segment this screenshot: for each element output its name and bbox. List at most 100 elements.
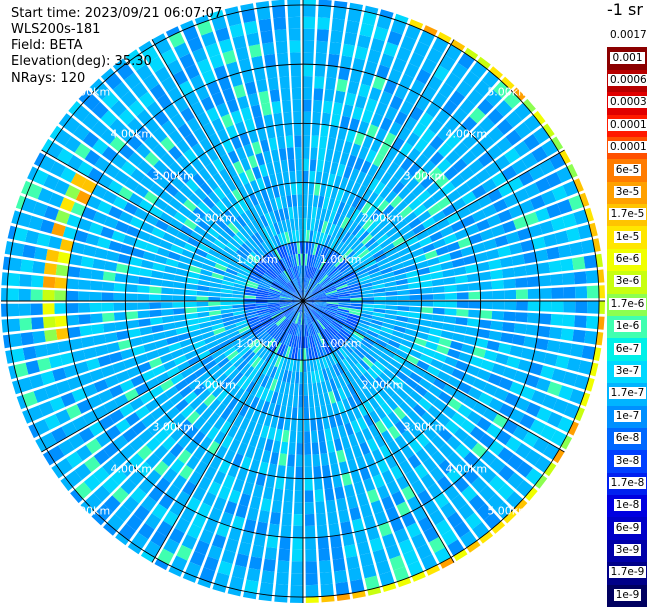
gate-cell <box>146 167 161 182</box>
gate-cell <box>492 413 509 429</box>
gate-cell <box>397 295 410 301</box>
gate-cell <box>240 157 251 172</box>
gate-cell <box>491 224 506 237</box>
gate-cell <box>344 218 354 232</box>
gate-cell <box>227 264 240 273</box>
gate-cell <box>348 282 361 289</box>
gate-cell <box>211 272 224 280</box>
gate-cell <box>343 32 358 46</box>
gate-cell <box>164 329 178 338</box>
gate-cell <box>197 242 211 253</box>
gate-cell <box>491 363 506 376</box>
gate-cell <box>272 5 286 19</box>
gate-cell <box>394 320 408 328</box>
gate-cell <box>376 15 392 30</box>
gate-cell <box>373 288 386 293</box>
gate-cell <box>193 416 207 430</box>
gate-cell <box>469 355 484 368</box>
gate-cell <box>269 173 278 187</box>
gate-cell <box>374 434 386 448</box>
gate-cell <box>292 537 303 550</box>
gate-cell <box>309 159 317 172</box>
gate-cell <box>398 224 412 236</box>
gate-cell <box>474 252 488 263</box>
gate-cell <box>241 431 253 445</box>
gate-cell <box>198 476 212 491</box>
gate-cell <box>284 285 295 294</box>
gate-cell <box>327 353 336 366</box>
gate-cell <box>58 113 72 127</box>
gate-cell <box>360 286 374 292</box>
gate-cell <box>243 143 254 158</box>
gate-cell <box>186 318 199 326</box>
gate-cell <box>40 370 56 386</box>
gate-cell <box>399 73 414 89</box>
gate-cell <box>92 184 108 199</box>
gate-cell <box>370 138 383 153</box>
gate-cell <box>478 271 492 281</box>
gate-cell <box>566 163 578 178</box>
gate-cell <box>427 334 441 344</box>
gate-cell <box>199 436 213 450</box>
gate-cell <box>341 436 351 450</box>
gate-cell <box>310 282 319 293</box>
gate-cell <box>323 476 333 490</box>
gate-cell <box>498 465 515 482</box>
gate-cell <box>516 461 533 478</box>
gate-cell <box>467 410 482 425</box>
gate-cell <box>229 260 242 269</box>
gate-cell <box>118 109 135 126</box>
gate-cell <box>465 175 481 190</box>
gate-cell <box>354 211 365 224</box>
gate-cell <box>546 246 560 260</box>
gate-cell <box>241 262 253 272</box>
gate-cell <box>159 190 174 204</box>
gate-cell <box>176 139 191 154</box>
gate-cell <box>550 314 564 326</box>
gate-cell <box>111 230 126 243</box>
gate-cell <box>531 390 547 405</box>
gate-cell <box>221 196 233 209</box>
gate-cell <box>306 230 310 243</box>
gate-cell <box>311 284 321 293</box>
gate-cell <box>80 501 94 515</box>
gate-cell <box>310 347 316 360</box>
gate-cell <box>344 322 356 331</box>
gate-cell <box>440 363 455 375</box>
gate-cell <box>304 454 312 467</box>
gate-cell <box>365 98 378 113</box>
gate-cell <box>279 331 287 344</box>
gate-cell <box>404 264 418 273</box>
gate-cell <box>401 415 414 429</box>
gate-cell <box>283 111 292 125</box>
gate-cell <box>349 308 362 313</box>
gate-cell <box>134 353 149 365</box>
gate-cell <box>478 319 492 329</box>
gate-cell <box>341 203 351 217</box>
gate-cell <box>476 261 490 272</box>
gate-cell <box>560 435 573 450</box>
gate-cell <box>335 227 344 240</box>
gate-cell <box>221 113 234 128</box>
gate-cell <box>411 343 425 353</box>
gate-cell <box>233 160 244 175</box>
gate-cell <box>305 312 310 325</box>
gate-cell <box>232 372 244 384</box>
gate-cell <box>286 195 293 208</box>
gate-cell <box>284 231 291 244</box>
colorbar-tick-label: 6e-7 <box>613 342 642 355</box>
gate-cell <box>361 234 373 245</box>
gate-cell <box>439 557 454 569</box>
gate-cell <box>248 129 259 144</box>
gate-cell <box>374 511 388 526</box>
gate-cell <box>338 301 351 303</box>
gate-cell <box>423 441 438 457</box>
gate-cell <box>575 301 588 314</box>
gate-cell <box>220 407 232 421</box>
colorbar-tick-label: 1e-5 <box>613 230 642 243</box>
gate-cell <box>129 436 145 452</box>
gate-cell <box>109 136 126 152</box>
gate-cell <box>363 413 375 427</box>
gate-cell <box>394 528 409 544</box>
gate-cell <box>515 277 528 288</box>
